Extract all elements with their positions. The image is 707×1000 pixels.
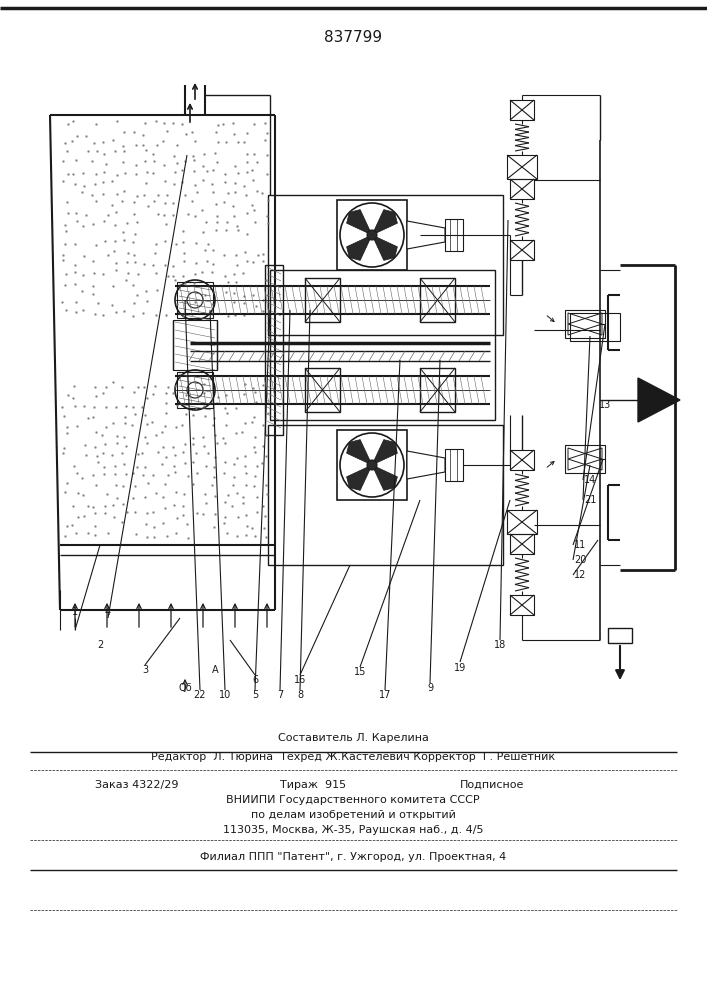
Text: 17: 17 [379, 690, 391, 700]
Text: 15: 15 [354, 667, 366, 677]
Bar [445, 219, 463, 251]
Text: 10: 10 [219, 690, 231, 700]
Text: Qб: Qб [178, 683, 192, 693]
Text: 1: 1 [72, 607, 78, 617]
Text: Заказ 4322/29: Заказ 4322/29 [95, 780, 178, 790]
Polygon shape [407, 451, 445, 479]
Bar [177, 372, 213, 408]
Bar [268, 425, 503, 565]
Bar [173, 320, 217, 370]
Bar [337, 430, 407, 500]
Text: 18: 18 [494, 640, 506, 650]
Text: 2: 2 [97, 640, 103, 650]
Bar [507, 510, 537, 534]
Bar [420, 368, 455, 412]
Polygon shape [372, 210, 397, 235]
Bar [305, 278, 340, 322]
Bar [510, 100, 534, 120]
Bar [305, 368, 340, 412]
Text: Филиал ППП "Патент", г. Ужгород, ул. Проектная, 4: Филиал ППП "Патент", г. Ужгород, ул. Про… [200, 852, 506, 862]
Polygon shape [372, 465, 397, 490]
Bar [445, 449, 463, 481]
Text: Редактор  Л. Тюрина  Техред Ж.Кастелевич Корректор  Г. Решетник: Редактор Л. Тюрина Техред Ж.Кастелевич К… [151, 752, 555, 762]
Bar [510, 534, 534, 554]
Text: 7: 7 [277, 690, 283, 700]
Polygon shape [372, 440, 397, 465]
Polygon shape [346, 210, 372, 235]
Text: 19: 19 [454, 663, 466, 673]
Text: 11: 11 [574, 540, 586, 550]
Text: Составитель Л. Карелина: Составитель Л. Карелина [278, 733, 428, 743]
Polygon shape [346, 440, 372, 465]
Polygon shape [346, 235, 372, 260]
Text: 20: 20 [574, 555, 586, 565]
Text: 8: 8 [297, 690, 303, 700]
Bar [268, 195, 503, 335]
Bar [570, 313, 620, 341]
Text: 16: 16 [294, 675, 306, 685]
Text: 14: 14 [584, 475, 596, 485]
Text: Подписное: Подписное [460, 780, 525, 790]
Text: по делам изобретений и открытий: по делам изобретений и открытий [250, 810, 455, 820]
Text: 12: 12 [574, 570, 586, 580]
Bar [510, 179, 534, 199]
Text: 4: 4 [105, 607, 111, 617]
Bar [177, 282, 213, 318]
Text: 13: 13 [599, 400, 611, 410]
Bar [265, 265, 283, 435]
Polygon shape [346, 465, 372, 490]
Bar [510, 450, 534, 470]
Text: 837799: 837799 [324, 30, 382, 45]
Text: ВНИИПИ Государственного комитета СССР: ВНИИПИ Государственного комитета СССР [226, 795, 480, 805]
Text: 9: 9 [427, 683, 433, 693]
Polygon shape [638, 378, 680, 422]
Text: 21: 21 [584, 495, 596, 505]
Circle shape [367, 460, 377, 470]
Text: A: A [211, 665, 218, 675]
Bar [510, 595, 534, 615]
Polygon shape [407, 221, 445, 249]
Circle shape [367, 230, 377, 240]
Text: 113035, Москва, Ж-35, Раушская наб., д. 4/5: 113035, Москва, Ж-35, Раушская наб., д. … [223, 825, 484, 835]
Text: 3: 3 [142, 665, 148, 675]
Bar [507, 155, 537, 179]
Text: 5: 5 [252, 690, 258, 700]
Bar [565, 445, 605, 473]
Bar [565, 310, 605, 338]
Bar [420, 278, 455, 322]
Bar [608, 628, 632, 643]
Text: 22: 22 [194, 690, 206, 700]
Bar [270, 270, 495, 420]
Text: Тираж  915: Тираж 915 [280, 780, 346, 790]
Bar [337, 200, 407, 270]
Polygon shape [372, 235, 397, 260]
Text: 6: 6 [252, 675, 258, 685]
Bar [510, 240, 534, 260]
